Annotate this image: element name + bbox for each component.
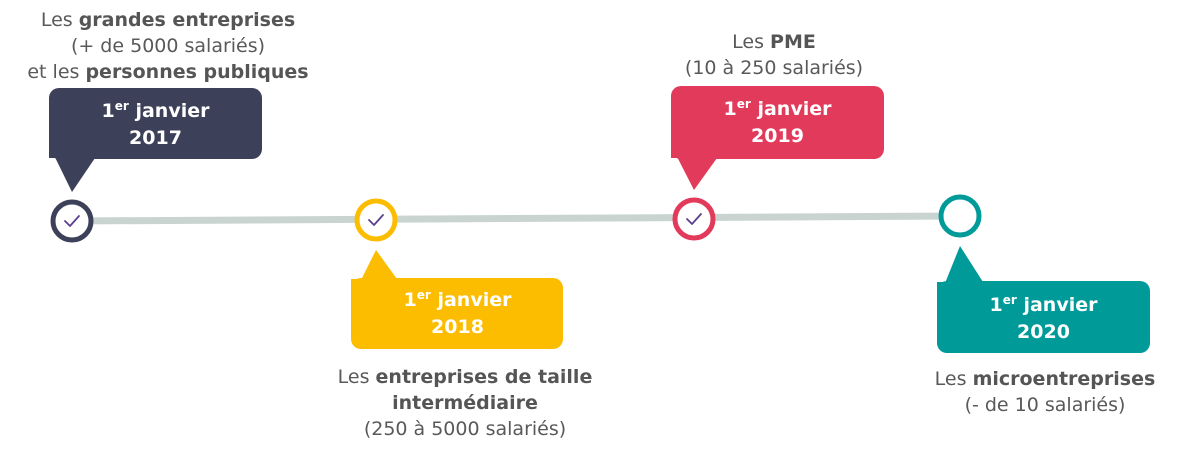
- check-icon: [686, 213, 702, 225]
- milestone-marker-2017: [50, 199, 94, 243]
- date-callout-pointer-2018: [351, 250, 397, 300]
- milestone-description-2019: Les PME (10 à 250 salariés): [684, 31, 864, 79]
- milestone-marker-2019: [672, 197, 716, 241]
- date-callout-box-2020: [937, 281, 1150, 353]
- date-callout-box-2017: [49, 88, 262, 159]
- milestone-date-2019: 1er janvier 2019: [723, 97, 832, 147]
- milestone-date-2017: 1er janvier 2017: [101, 99, 210, 149]
- date-callout-pointer-2017: [49, 145, 95, 192]
- milestone-description-2018: Les entreprises de taille intermédiaire …: [337, 366, 593, 440]
- timeline-track: [71, 212, 961, 225]
- date-callout-pointer-2019: [671, 145, 717, 190]
- date-callout-box-2019: [671, 86, 884, 159]
- milestone-description-2017: Les grandes entreprises (+ de 5000 salar…: [27, 9, 309, 83]
- milestone-marker-2018: [354, 198, 398, 242]
- date-callout-box-2018: [351, 278, 563, 349]
- check-icon: [64, 215, 80, 227]
- milestone-marker-2020: [938, 194, 982, 238]
- milestone-description-2020: Les microentreprises (- de 10 salariés): [934, 368, 1156, 416]
- milestone-date-2020: 1er janvier 2020: [989, 293, 1098, 343]
- check-icon: [368, 214, 384, 226]
- milestone-date-2018: 1er janvier 2018: [403, 288, 512, 338]
- date-callout-pointer-2020: [937, 246, 983, 303]
